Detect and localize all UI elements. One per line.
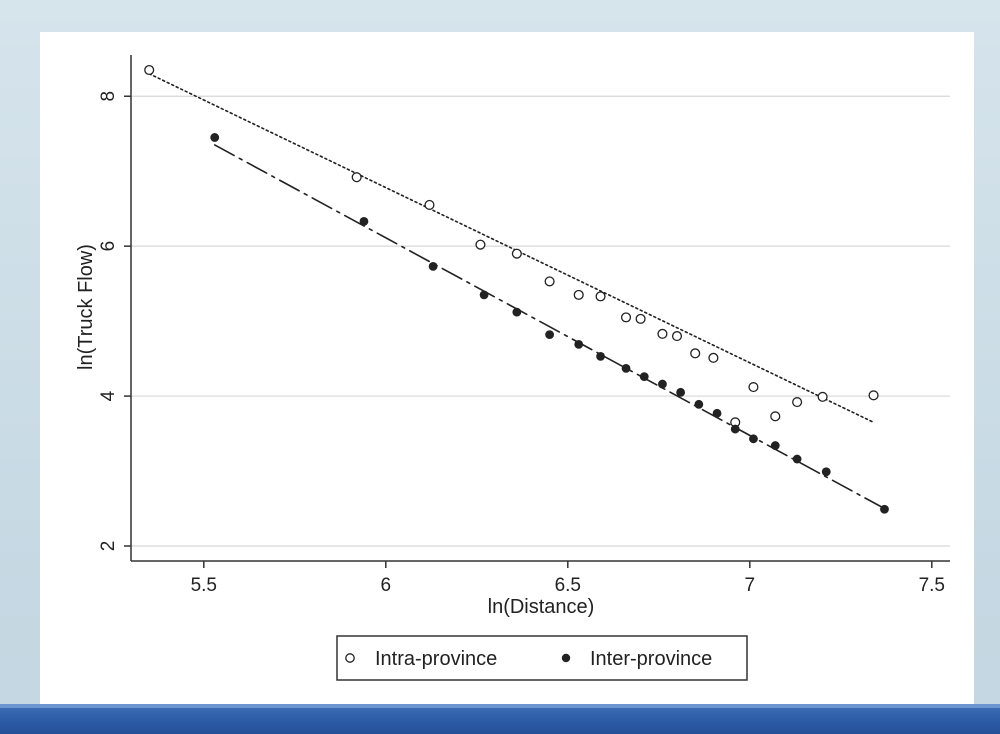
chart-panel xyxy=(40,32,974,704)
point-inter-province xyxy=(479,290,489,300)
legend-marker-inter xyxy=(561,653,571,663)
point-intra-province xyxy=(708,352,719,363)
point-intra-province xyxy=(792,397,803,408)
x-tick-label: 7.5 xyxy=(919,575,945,596)
point-inter-province xyxy=(210,133,220,142)
legend-label-intra: Intra-province xyxy=(375,648,497,670)
point-inter-province xyxy=(694,399,704,409)
legend-marker-intra xyxy=(345,653,355,663)
data-points xyxy=(144,64,889,514)
point-intra-province xyxy=(144,64,155,76)
point-inter-province xyxy=(639,372,649,381)
point-inter-province xyxy=(749,434,758,444)
point-intra-province xyxy=(475,239,486,250)
axes xyxy=(130,55,950,562)
point-intra-province xyxy=(620,312,632,323)
point-inter-province xyxy=(730,424,740,434)
fit-line-intra xyxy=(148,72,875,424)
point-inter-province xyxy=(621,363,631,373)
legend-label-inter: Inter-province xyxy=(590,648,712,670)
point-intra-province xyxy=(748,382,759,393)
point-intra-province xyxy=(511,248,522,259)
x-axis-label: ln(Distance) xyxy=(488,596,595,618)
point-inter-province xyxy=(712,408,722,418)
point-inter-province xyxy=(574,339,584,349)
point-intra-province xyxy=(635,313,646,324)
y-tick-label: 2 xyxy=(98,541,119,552)
slide-footer-band xyxy=(0,704,1000,734)
x-tick-label: 5.5 xyxy=(191,575,217,596)
x-tick-label: 6 xyxy=(381,575,392,596)
point-inter-province xyxy=(428,261,438,271)
point-inter-province xyxy=(770,441,780,450)
y-axis-label: ln(Truck Flow) xyxy=(75,244,97,370)
point-intra-province xyxy=(544,276,555,287)
point-intra-province xyxy=(424,199,435,210)
point-inter-province xyxy=(596,351,605,361)
point-intra-province xyxy=(690,348,701,359)
legend: Intra-province Inter-province xyxy=(336,635,748,681)
point-inter-province xyxy=(821,467,831,477)
x-tick-label: 7 xyxy=(745,575,756,596)
y-axis-ticks: 2 4 6 8 xyxy=(98,91,131,551)
point-inter-province xyxy=(792,454,802,464)
x-axis-ticks: 5.5 6 6.5 7 7.5 xyxy=(191,561,945,596)
point-inter-province xyxy=(359,217,369,226)
point-inter-province xyxy=(545,330,554,340)
point-intra-province xyxy=(817,391,828,402)
point-inter-province xyxy=(658,379,667,389)
y-tick-label: 8 xyxy=(98,91,119,102)
point-intra-province xyxy=(671,331,683,342)
y-tick-label: 6 xyxy=(98,241,119,252)
point-intra-province xyxy=(657,328,668,339)
point-intra-province xyxy=(868,390,879,401)
point-intra-province xyxy=(351,172,362,183)
y-tick-label: 4 xyxy=(98,390,119,401)
point-intra-province xyxy=(595,291,606,302)
point-inter-province xyxy=(880,504,889,514)
point-intra-province xyxy=(573,289,584,300)
gridlines xyxy=(131,95,950,547)
x-tick-label: 6.5 xyxy=(555,575,581,596)
point-inter-province xyxy=(676,387,686,397)
fit-line-inter xyxy=(213,144,886,510)
point-intra-province xyxy=(770,411,781,422)
legend-frame xyxy=(336,635,748,681)
point-inter-province xyxy=(512,307,522,317)
